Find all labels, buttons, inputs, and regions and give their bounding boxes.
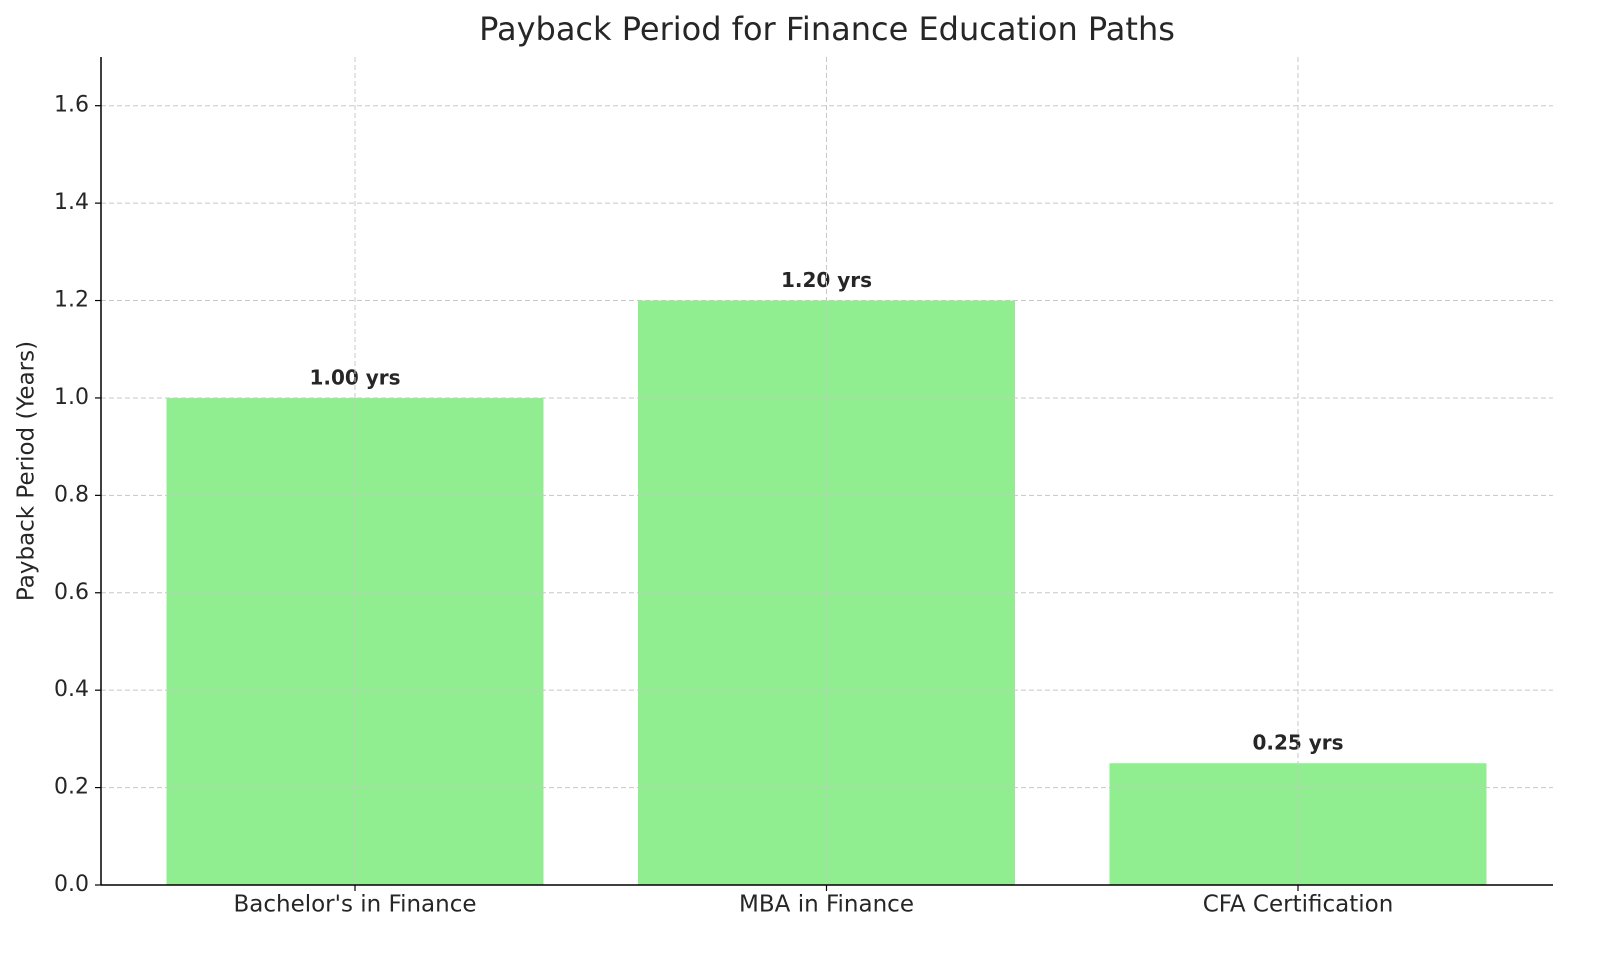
y-axis-label: Payback Period (Years) [14, 341, 40, 601]
chart-title: Payback Period for Finance Education Pat… [479, 10, 1175, 48]
y-tick-label: 0.2 [54, 775, 89, 800]
y-tick-label: 1.2 [54, 288, 89, 313]
y-tick-label: 0.4 [54, 677, 89, 702]
value-label: 1.20 yrs [781, 268, 872, 292]
y-tick-label: 1.6 [54, 93, 89, 118]
y-tick-label: 0.0 [54, 872, 89, 897]
y-tick-label: 1.0 [54, 385, 89, 410]
y-tick-label: 0.8 [54, 482, 89, 507]
x-tick-label: CFA Certification [1203, 892, 1394, 918]
x-tick-label: Bachelor's in Finance [233, 892, 476, 918]
bar [1109, 763, 1487, 885]
y-tick-label: 0.6 [54, 580, 89, 605]
y-tick-label: 1.4 [54, 190, 89, 215]
value-label: 0.25 yrs [1252, 731, 1343, 755]
x-tick-label: MBA in Finance [739, 892, 914, 918]
